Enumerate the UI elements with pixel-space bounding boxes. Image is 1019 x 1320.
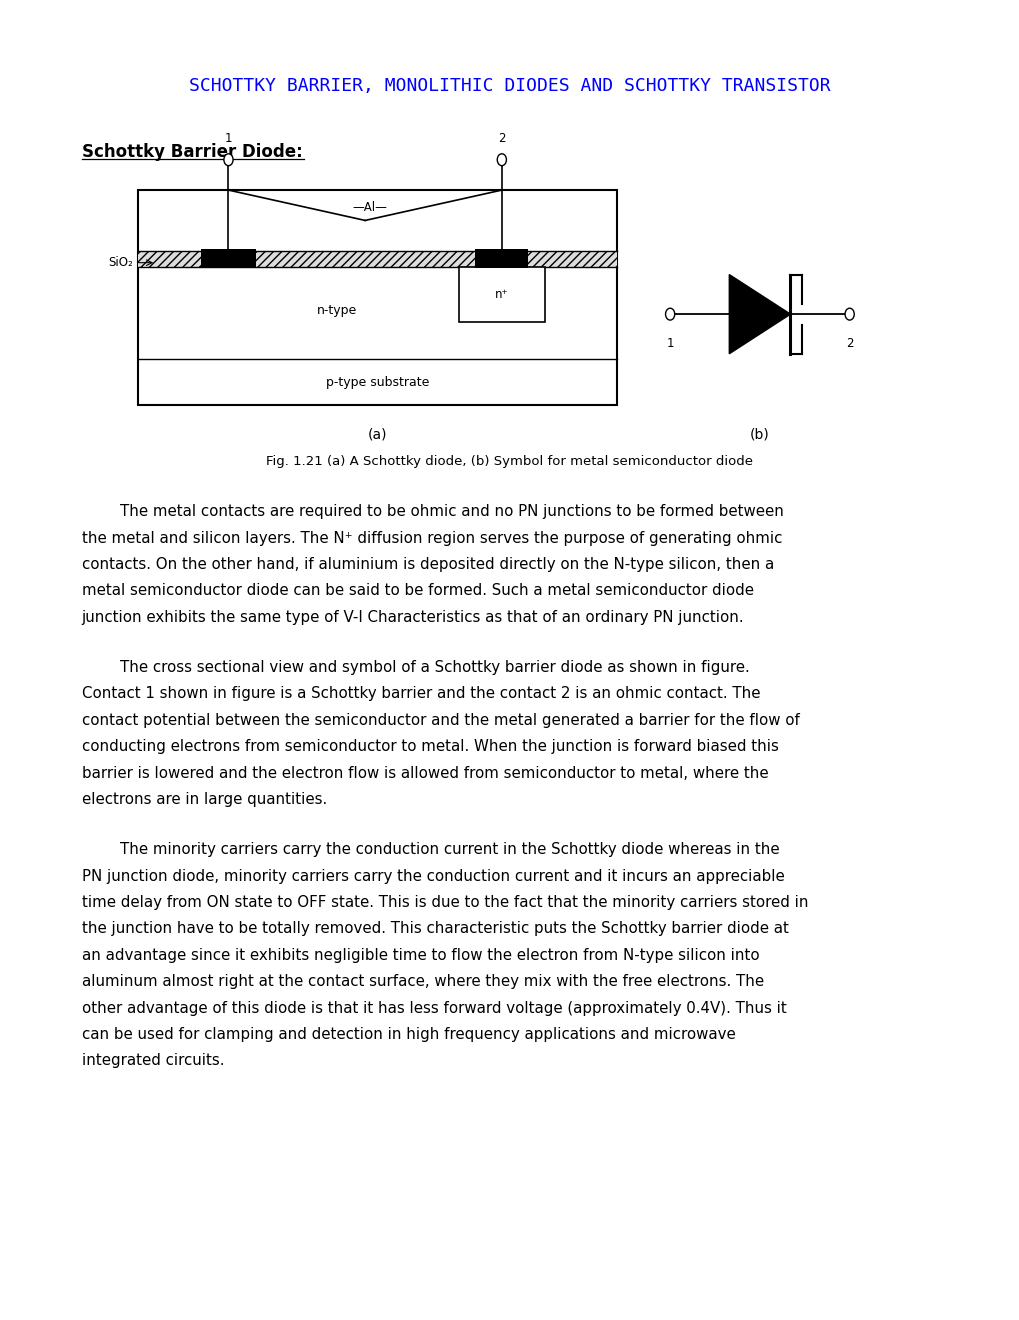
Circle shape [497,153,505,166]
Circle shape [665,308,675,321]
Text: 2: 2 [497,132,505,145]
Text: integrated circuits.: integrated circuits. [82,1053,224,1068]
Circle shape [844,308,854,321]
Text: 2: 2 [845,337,853,350]
Text: The cross sectional view and symbol of a Schottky barrier diode as shown in figu: The cross sectional view and symbol of a… [82,660,749,675]
Circle shape [224,153,233,166]
Text: electrons are in large quantities.: electrons are in large quantities. [82,792,326,807]
Text: the junction have to be totally removed. This characteristic puts the Schottky b: the junction have to be totally removed.… [82,921,788,936]
Text: (b): (b) [749,428,769,441]
Bar [138,251,616,267]
Text: The metal contacts are required to be ohmic and no PN junctions to be formed bet: The metal contacts are required to be oh… [82,504,783,519]
Text: —Al—: —Al— [353,201,387,214]
Text: an advantage since it exhibits negligible time to flow the electron from N-type : an advantage since it exhibits negligibl… [82,948,758,962]
Text: junction exhibits the same type of V-I Characteristics as that of an ordinary PN: junction exhibits the same type of V-I C… [82,610,744,624]
Bar [475,249,528,268]
Text: barrier is lowered and the electron flow is allowed from semiconductor to metal,: barrier is lowered and the electron flow… [82,766,767,780]
Text: metal semiconductor diode can be said to be formed. Such a metal semiconductor d: metal semiconductor diode can be said to… [82,583,753,598]
Text: Contact 1 shown in figure is a Schottky barrier and the contact 2 is an ohmic co: Contact 1 shown in figure is a Schottky … [82,686,759,701]
Bar [201,249,256,268]
Text: 1: 1 [224,132,232,145]
Text: n⁺: n⁺ [494,288,508,301]
Text: Fig. 1.21 (a) A Schottky diode, (b) Symbol for metal semiconductor diode: Fig. 1.21 (a) A Schottky diode, (b) Symb… [266,455,753,469]
Text: SiO₂: SiO₂ [108,256,132,269]
Text: SCHOTTKY BARRIER, MONOLITHIC DIODES AND SCHOTTKY TRANSISTOR: SCHOTTKY BARRIER, MONOLITHIC DIODES AND … [189,77,830,95]
Text: p-type substrate: p-type substrate [325,376,429,388]
Text: The minority carriers carry the conduction current in the Schottky diode whereas: The minority carriers carry the conducti… [82,842,779,857]
Polygon shape [729,275,790,354]
Text: can be used for clamping and detection in high frequency applications and microw: can be used for clamping and detection i… [82,1027,735,1041]
Text: (a): (a) [367,428,387,441]
Text: conducting electrons from semiconductor to metal. When the junction is forward b: conducting electrons from semiconductor … [82,739,777,754]
Text: the metal and silicon layers. The N⁺ diffusion region serves the purpose of gene: the metal and silicon layers. The N⁺ dif… [82,531,782,545]
Bar [138,190,616,405]
Text: n-type: n-type [316,304,357,317]
Text: 1: 1 [665,337,674,350]
Text: Schottky Barrier Diode:: Schottky Barrier Diode: [82,143,302,161]
Bar [459,267,544,322]
Text: contact potential between the semiconductor and the metal generated a barrier fo: contact potential between the semiconduc… [82,713,799,727]
Text: other advantage of this diode is that it has less forward voltage (approximately: other advantage of this diode is that it… [82,1001,786,1015]
Text: PN junction diode, minority carriers carry the conduction current and it incurs : PN junction diode, minority carriers car… [82,869,784,883]
Text: time delay from ON state to OFF state. This is due to the fact that the minority: time delay from ON state to OFF state. T… [82,895,807,909]
Text: aluminum almost right at the contact surface, where they mix with the free elect: aluminum almost right at the contact sur… [82,974,763,989]
Text: contacts. On the other hand, if aluminium is deposited directly on the N-type si: contacts. On the other hand, if aluminiu… [82,557,773,572]
